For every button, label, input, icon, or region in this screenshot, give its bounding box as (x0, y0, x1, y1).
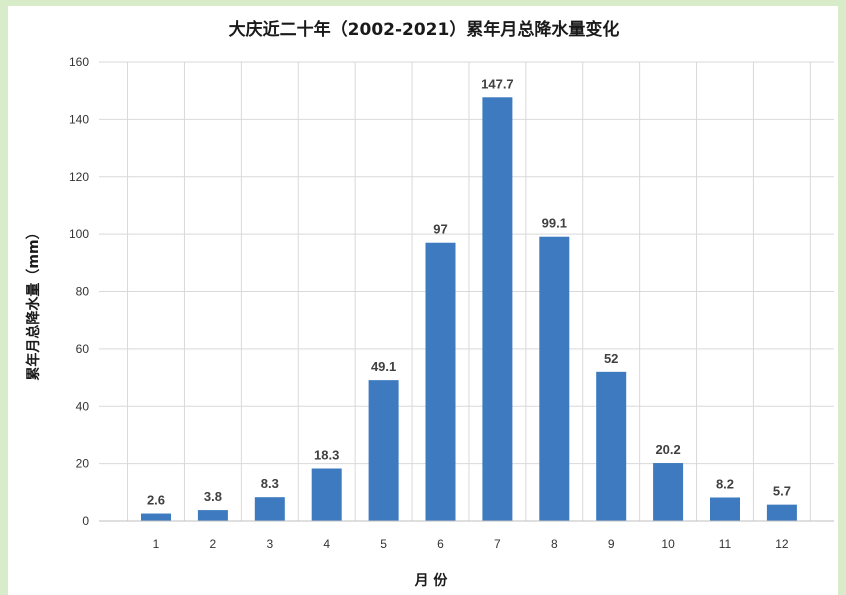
bar-month-6 (425, 242, 456, 521)
data-label: 97 (433, 222, 447, 237)
y-axis-title: 累年月总降水量（mm） (25, 225, 42, 380)
data-label: 49.1 (371, 359, 396, 374)
data-label: 2.6 (147, 493, 165, 508)
x-axis-ticks: 1 2 3 4 5 6 7 8 9 10 11 12 (153, 537, 789, 551)
x-tick-label: 2 (210, 537, 217, 551)
data-label: 20.2 (655, 442, 680, 457)
x-tick-label: 8 (551, 537, 558, 551)
data-label: 5.7 (773, 484, 791, 499)
y-tick-label: 160 (69, 55, 89, 69)
bar-month-1 (141, 513, 171, 521)
bar-month-2 (197, 510, 228, 521)
bar-month-8 (539, 236, 570, 521)
bar-month-10 (653, 463, 684, 521)
data-label: 3.8 (204, 489, 222, 504)
x-tick-label: 9 (608, 537, 615, 551)
bar-month-12 (766, 504, 797, 521)
bar-month-9 (596, 371, 627, 521)
bar-month-3 (254, 497, 285, 521)
bar-month-5 (368, 380, 399, 521)
y-tick-label: 120 (69, 170, 89, 184)
y-tick-label: 20 (76, 457, 90, 471)
bar-month-11 (710, 497, 740, 521)
y-axis-ticks: 0 20 40 60 80 100 120 140 160 (69, 55, 89, 528)
x-tick-label: 11 (719, 537, 732, 551)
y-tick-label: 140 (69, 112, 89, 126)
bars: 2.6 3.8 8.3 18.3 49.1 97 147.7 99.1 52 20.2 8.2 5.7 (141, 76, 797, 522)
bar-month-4 (311, 468, 342, 521)
bar-month-7 (482, 97, 513, 522)
x-tick-label: 6 (437, 537, 444, 551)
data-label: 8.2 (716, 476, 734, 491)
data-label: 52 (604, 351, 618, 366)
x-tick-label: 10 (661, 537, 675, 551)
x-tick-label: 1 (153, 537, 160, 551)
y-tick-label: 100 (69, 227, 89, 241)
bar-chart: 大庆近二十年（2002-2021）累年月总降水量变化 0 20 40 60 80 100 1… (25, 19, 834, 589)
data-label: 8.3 (261, 476, 279, 491)
x-tick-label: 7 (494, 537, 501, 551)
x-tick-label: 3 (266, 537, 273, 551)
x-axis-title: 月 份 (414, 572, 449, 589)
data-label: 99.1 (542, 216, 567, 231)
data-label: 18.3 (314, 448, 339, 463)
x-tick-label: 12 (775, 537, 789, 551)
y-tick-label: 80 (76, 285, 90, 299)
y-tick-label: 0 (82, 514, 89, 528)
chart-title: 大庆近二十年（2002-2021）累年月总降水量变化 (229, 19, 620, 40)
data-label: 147.7 (481, 76, 514, 91)
gridlines (99, 61, 834, 521)
x-tick-label: 4 (323, 537, 330, 551)
chart-frame: 大庆近二十年（2002-2021）累年月总降水量变化 0 20 40 60 80 100 1… (8, 6, 838, 595)
y-tick-label: 40 (76, 399, 90, 413)
y-tick-label: 60 (76, 342, 90, 356)
x-tick-label: 5 (380, 537, 387, 551)
